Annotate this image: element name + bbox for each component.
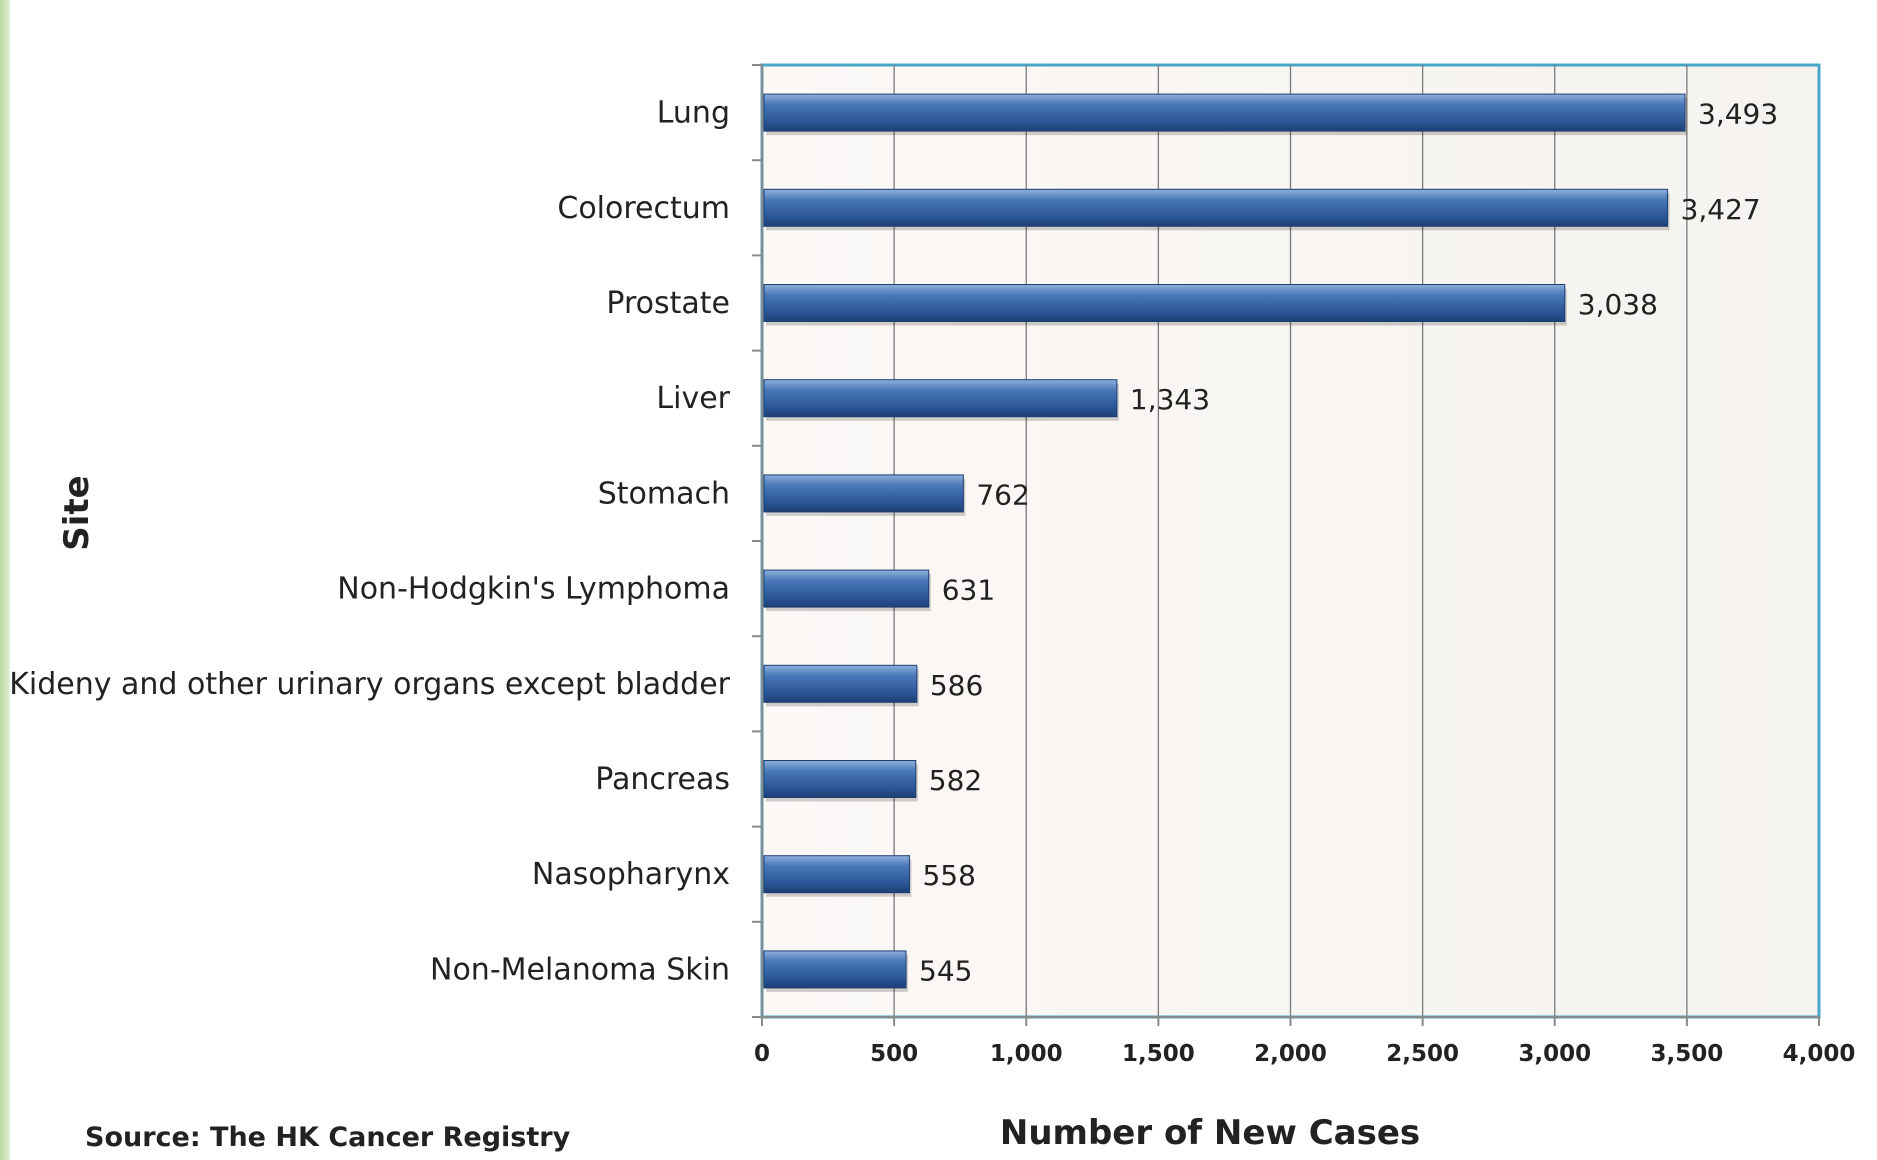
bar bbox=[763, 188, 1669, 227]
bar bbox=[763, 93, 1686, 132]
data-label: 545 bbox=[919, 954, 972, 987]
x-tick-label: 1,000 bbox=[990, 1041, 1063, 1067]
y-axis-title: Site bbox=[57, 475, 97, 550]
bar bbox=[763, 379, 1118, 418]
x-tick-label: 500 bbox=[870, 1041, 918, 1067]
data-label: 3,427 bbox=[1681, 193, 1761, 226]
x-tick-label: 4,000 bbox=[1783, 1041, 1856, 1067]
category-label: Liver bbox=[656, 381, 730, 416]
x-tick-label: 2,500 bbox=[1386, 1041, 1459, 1067]
category-label: Prostate bbox=[606, 286, 730, 321]
labels: 3,493 Lung 3,427 Colorectum 3,038 Prostate 1,3… bbox=[9, 96, 1778, 988]
bar bbox=[763, 760, 917, 798]
bar bbox=[763, 664, 918, 703]
x-tick-label: 2,000 bbox=[1254, 1041, 1327, 1067]
data-label: 631 bbox=[942, 574, 995, 607]
left-decorative-strip bbox=[0, 0, 10, 1160]
x-tick-label: 1,500 bbox=[1122, 1041, 1195, 1067]
category-label: Stomach bbox=[598, 476, 730, 511]
bars bbox=[763, 93, 1688, 992]
data-label: 586 bbox=[930, 669, 983, 702]
data-label: 558 bbox=[922, 859, 975, 892]
bar bbox=[763, 474, 964, 513]
axes: 0 500 1,000 1,500 2,000 2,500 3,000 3,500 4,000 bbox=[752, 64, 1856, 1067]
x-tick-label: 3,000 bbox=[1518, 1041, 1591, 1067]
x-tick-label: 0 bbox=[754, 1041, 770, 1067]
data-label: 762 bbox=[976, 478, 1029, 511]
bar bbox=[763, 950, 907, 989]
x-axis-title: Number of New Cases bbox=[1000, 1113, 1420, 1153]
category-label: Non-Melanoma Skin bbox=[430, 952, 730, 987]
data-label: 3,493 bbox=[1698, 98, 1778, 131]
category-label: Non-Hodgkin's Lymphoma bbox=[337, 572, 730, 607]
data-label: 1,343 bbox=[1130, 383, 1210, 416]
category-label: Pancreas bbox=[595, 762, 730, 797]
category-label: Kideny and other urinary organs except b… bbox=[9, 667, 730, 702]
bar bbox=[763, 569, 930, 608]
data-label: 3,038 bbox=[1578, 288, 1658, 321]
bar bbox=[763, 855, 910, 894]
category-label: Colorectum bbox=[557, 191, 730, 226]
source-note: Source: The HK Cancer Registry bbox=[85, 1122, 571, 1153]
category-label: Lung bbox=[657, 96, 730, 131]
bar bbox=[763, 284, 1566, 322]
data-label: 582 bbox=[929, 764, 982, 797]
x-tick-label: 3,500 bbox=[1650, 1041, 1723, 1067]
category-label: Nasopharynx bbox=[532, 857, 730, 892]
